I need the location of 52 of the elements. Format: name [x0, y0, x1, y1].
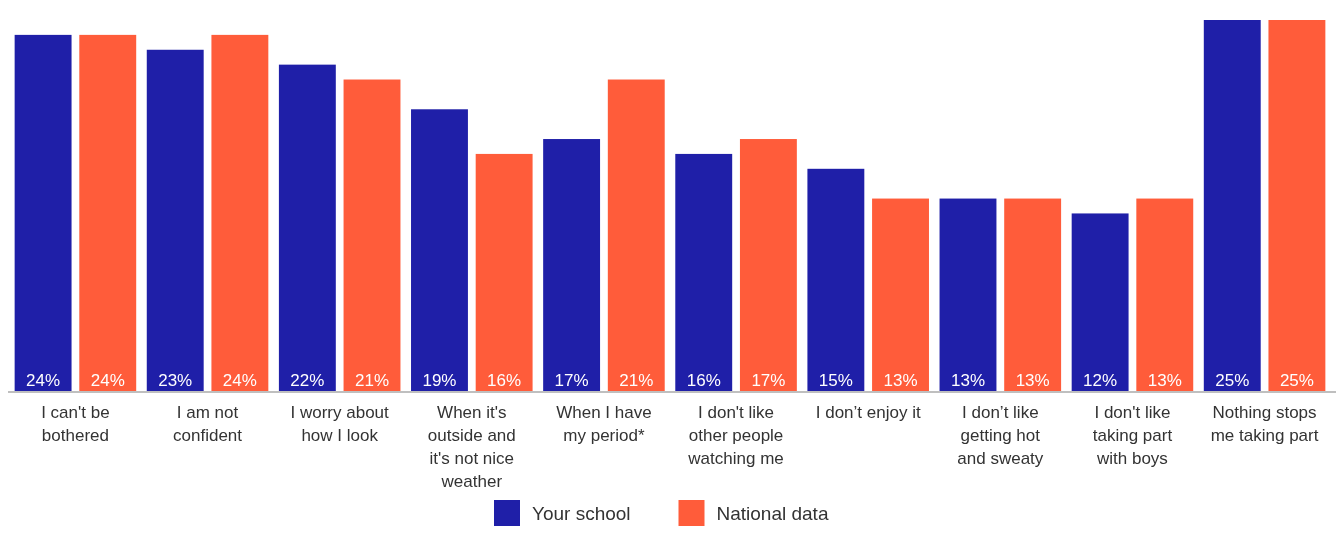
data-label: 22% — [290, 371, 325, 390]
bar — [1071, 213, 1129, 392]
bar — [1268, 20, 1326, 392]
data-label: 13% — [1147, 371, 1182, 390]
data-label: 13% — [950, 371, 986, 390]
bar — [79, 34, 137, 392]
x-tick-label: Nothing stops me taking part — [1210, 403, 1319, 445]
data-label: 17% — [751, 371, 786, 390]
data-label: 24% — [222, 371, 257, 390]
bar — [543, 139, 601, 392]
data-label: 15% — [818, 371, 853, 390]
x-tick-label: When I have my period* — [556, 403, 652, 445]
bar — [939, 198, 997, 392]
bar — [411, 109, 468, 392]
data-label: 21% — [619, 371, 654, 390]
data-label: 13% — [883, 371, 918, 390]
bar — [1136, 198, 1194, 392]
legend-label: Your school — [532, 503, 631, 524]
legend-label: National data — [716, 503, 829, 524]
data-label: 16% — [487, 371, 522, 390]
bar — [872, 198, 929, 392]
bar — [1203, 20, 1261, 392]
bar — [14, 34, 72, 392]
data-label: 12% — [1083, 371, 1118, 390]
x-tick-label: I don’t like getting hot and sweaty — [957, 403, 1044, 468]
x-tick-label: I am not confident — [173, 403, 243, 445]
x-tick-label: I don't like other people watching me — [687, 403, 784, 468]
bar — [146, 49, 204, 392]
data-label: 19% — [422, 371, 457, 390]
bar — [807, 168, 865, 392]
data-label: 17% — [554, 371, 589, 390]
data-label: 13% — [1015, 371, 1050, 390]
bar — [343, 79, 401, 392]
bar — [211, 34, 269, 392]
bar — [675, 153, 733, 392]
data-label: 23% — [158, 371, 193, 390]
x-tick-label: When it's outside and it's not nice weather — [427, 403, 516, 491]
x-tick-label: I don't like taking part with boys — [1092, 403, 1173, 468]
data-label: 24% — [90, 371, 125, 390]
x-tick-label: I can't be bothered — [41, 403, 110, 445]
data-label: 25% — [1279, 371, 1314, 390]
data-label: 21% — [354, 371, 390, 390]
bar — [278, 64, 336, 392]
bar — [739, 139, 797, 392]
bar — [1004, 198, 1062, 392]
x-tick-label: I worry about how I look — [290, 403, 390, 445]
x-tick-label: I don’t enjoy it — [815, 403, 921, 422]
bar — [475, 153, 533, 392]
data-label: 16% — [686, 371, 721, 390]
data-label: 25% — [1215, 371, 1250, 390]
bar — [607, 79, 665, 392]
data-label: 24% — [26, 371, 61, 390]
